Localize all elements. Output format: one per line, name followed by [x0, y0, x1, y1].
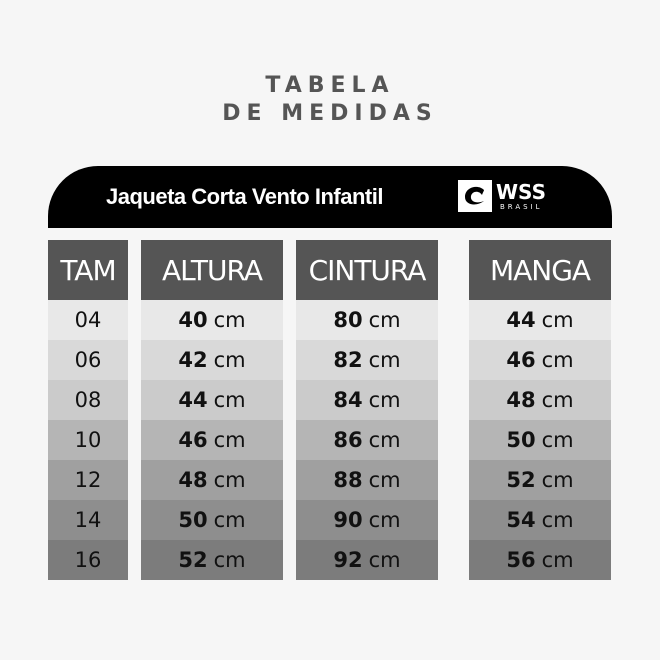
table-cell: 50 cm — [141, 500, 283, 540]
column-header: CINTURA — [296, 240, 438, 300]
measure-value: 86 — [333, 428, 363, 452]
unit-label: cm — [213, 308, 246, 332]
logo-name: WSS — [496, 179, 546, 204]
column-altura: ALTURA 40 cm 42 cm 44 cm 46 cm 48 cm 50 cm 52 cm — [141, 240, 283, 580]
table-cell: 44 cm — [141, 380, 283, 420]
table-cell: 80 cm — [296, 300, 438, 340]
measure-value: 84 — [333, 388, 363, 412]
column-header: TAM — [48, 240, 128, 300]
unit-label: cm — [541, 388, 574, 412]
unit-label: cm — [368, 468, 401, 492]
unit-label: cm — [541, 468, 574, 492]
unit-label: cm — [368, 388, 401, 412]
measure-value: 50 — [178, 508, 208, 532]
table-cell: 16 — [48, 540, 128, 580]
measure-value: 80 — [333, 308, 363, 332]
logo-sub: BRASIL — [500, 202, 543, 211]
unit-label: cm — [541, 508, 574, 532]
table-cell: 12 — [48, 460, 128, 500]
measure-value: 88 — [333, 468, 363, 492]
product-name: Jaqueta Corta Vento Infantil — [106, 184, 383, 209]
measure-value: 46 — [506, 348, 536, 372]
column-header: MANGA — [469, 240, 611, 300]
unit-label: cm — [541, 348, 574, 372]
measure-value: 42 — [178, 348, 208, 372]
unit-label: cm — [541, 548, 574, 572]
measure-value: 48 — [506, 388, 536, 412]
product-banner: Jaqueta Corta Vento Infantil WSS BRASIL — [48, 166, 612, 228]
table-cell: 84 cm — [296, 380, 438, 420]
wave-icon — [458, 180, 492, 212]
table-cell: 52 cm — [469, 460, 611, 500]
table-cell: 50 cm — [469, 420, 611, 460]
column-header: ALTURA — [141, 240, 283, 300]
table-cell: 54 cm — [469, 500, 611, 540]
table-cell: 46 cm — [141, 420, 283, 460]
column-manga: MANGA 44 cm 46 cm 48 cm 50 cm 52 cm 54 cm 56 cm — [469, 240, 611, 580]
measure-value: 44 — [506, 308, 536, 332]
measure-value: 52 — [178, 548, 208, 572]
table-cell: 10 — [48, 420, 128, 460]
table-cell: 44 cm — [469, 300, 611, 340]
table-cell: 14 — [48, 500, 128, 540]
unit-label: cm — [213, 428, 246, 452]
page-title-line2: DE MEDIDAS — [222, 101, 438, 126]
table-cell: 46 cm — [469, 340, 611, 380]
measure-value: 48 — [178, 468, 208, 492]
table-cell: 52 cm — [141, 540, 283, 580]
measure-value: 46 — [178, 428, 208, 452]
table-cell: 40 cm — [141, 300, 283, 340]
measure-value: 92 — [333, 548, 363, 572]
unit-label: cm — [368, 308, 401, 332]
unit-label: cm — [541, 308, 574, 332]
unit-label: cm — [541, 428, 574, 452]
table-cell: 48 cm — [141, 460, 283, 500]
table-cell: 04 — [48, 300, 128, 340]
table-cell: 06 — [48, 340, 128, 380]
table-cell: 88 cm — [296, 460, 438, 500]
table-cell: 08 — [48, 380, 128, 420]
table-cell: 92 cm — [296, 540, 438, 580]
measure-value: 44 — [178, 388, 208, 412]
measure-value: 90 — [333, 508, 363, 532]
unit-label: cm — [213, 508, 246, 532]
measure-value: 56 — [506, 548, 536, 572]
table-cell: 90 cm — [296, 500, 438, 540]
table-cell: 82 cm — [296, 340, 438, 380]
unit-label: cm — [213, 388, 246, 412]
table-cell: 48 cm — [469, 380, 611, 420]
column-tam: TAM 04 06 08 10 12 14 16 — [48, 240, 128, 580]
unit-label: cm — [368, 508, 401, 532]
unit-label: cm — [368, 548, 401, 572]
measure-value: 50 — [506, 428, 536, 452]
unit-label: cm — [213, 468, 246, 492]
column-cintura: CINTURA 80 cm 82 cm 84 cm 86 cm 88 cm 90 cm 92 cm — [296, 240, 438, 580]
table-cell: 42 cm — [141, 340, 283, 380]
brand-logo: WSS BRASIL — [458, 180, 546, 212]
table-cell: 56 cm — [469, 540, 611, 580]
page-title-line1: TABELA — [265, 73, 395, 98]
unit-label: cm — [213, 348, 246, 372]
measure-value: 40 — [178, 308, 208, 332]
unit-label: cm — [368, 348, 401, 372]
unit-label: cm — [368, 428, 401, 452]
unit-label: cm — [213, 548, 246, 572]
measure-value: 82 — [333, 348, 363, 372]
measure-value: 52 — [506, 468, 536, 492]
table-cell: 86 cm — [296, 420, 438, 460]
measure-value: 54 — [506, 508, 536, 532]
